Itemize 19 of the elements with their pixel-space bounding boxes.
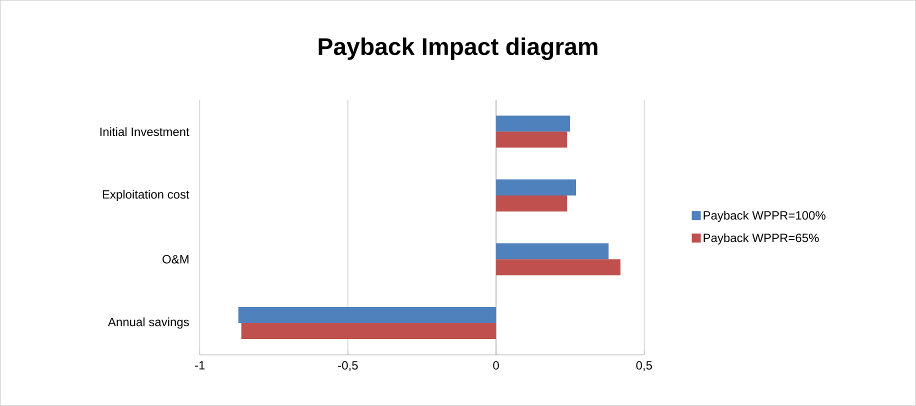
y-tick-label: O&M bbox=[162, 255, 188, 264]
legend-label: Payback WPPR=100% bbox=[704, 211, 826, 222]
legend-label: Payback WPPR=65% bbox=[704, 234, 819, 245]
x-tick-label: -1 bbox=[195, 361, 205, 370]
chart-title: Payback Impact diagram bbox=[318, 38, 598, 60]
bar bbox=[496, 116, 570, 132]
bar bbox=[496, 132, 568, 148]
y-tick-label: Initial Investment bbox=[100, 127, 190, 136]
x-tick-label: 0,5 bbox=[636, 361, 652, 372]
y-tick-label: Annual savings bbox=[108, 318, 189, 329]
x-tick-label: -0,5 bbox=[338, 361, 358, 372]
bar bbox=[496, 180, 576, 196]
bar bbox=[238, 307, 496, 324]
bar bbox=[496, 243, 609, 260]
bar bbox=[496, 196, 568, 212]
x-tick-label: 0 bbox=[493, 361, 499, 370]
bar bbox=[496, 259, 620, 276]
y-tick-label: Exploitation cost bbox=[102, 190, 190, 202]
bar bbox=[241, 323, 496, 340]
